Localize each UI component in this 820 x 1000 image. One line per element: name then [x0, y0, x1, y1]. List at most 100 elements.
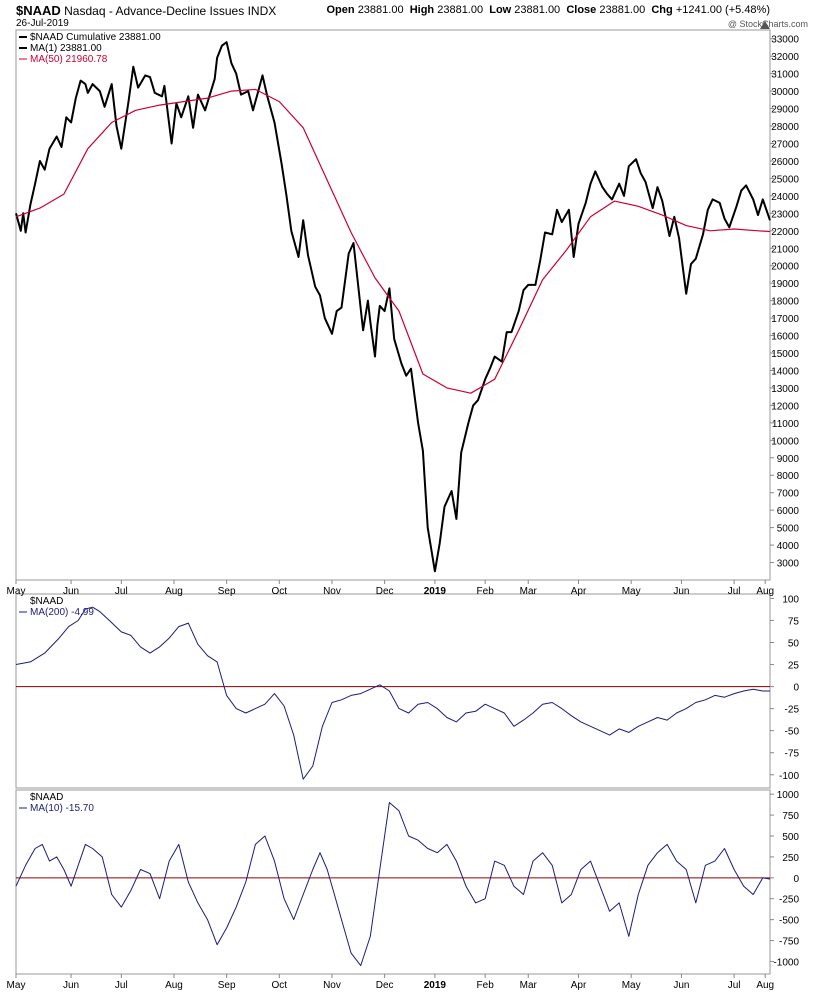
x-tick-label: Jul	[728, 586, 741, 597]
y-tick-label: 11000	[772, 419, 800, 430]
legend-entry: MA(10) -15.70	[30, 803, 94, 814]
legend-entry: MA(50) 21960.78	[30, 54, 108, 65]
x-tick-label: Jun	[63, 980, 79, 991]
series-line--naad-cumulative	[15, 41, 771, 573]
y-tick-label: 9000	[777, 454, 800, 465]
panel-frame	[15, 29, 771, 581]
y-tick-label: 750	[782, 811, 799, 822]
x-tick-label: Mar	[520, 586, 538, 597]
legend-entry: $NAAD	[30, 596, 63, 607]
y-tick-label: 26000	[771, 157, 799, 168]
y-tick-label: 30000	[771, 87, 799, 98]
x-tick-label: Aug	[756, 980, 774, 991]
x-tick-label: 2019	[424, 980, 447, 991]
panel-main: 3000 4000 5000 6000 7000 8000 9000 10000 11000 12…	[15, 29, 800, 581]
y-tick-label: 23000	[771, 209, 799, 220]
y-tick-label: 100	[782, 594, 799, 605]
y-tick-label: 21000	[771, 244, 799, 255]
y-tick-label: 1000	[777, 790, 800, 801]
y-tick-label: 5000	[777, 524, 800, 535]
y-tick-label: 25000	[771, 174, 799, 185]
open-value: 23881.00	[357, 4, 404, 16]
x-tick-label: Sep	[218, 980, 236, 991]
up-triangle-icon	[760, 21, 770, 29]
panel-ma10: -1000 -750 -500 -250 0 250 500 750 1000 $NAADMA(1…	[15, 789, 800, 975]
x-tick-label: Mar	[520, 980, 538, 991]
x-tick-label: Jul	[115, 586, 128, 597]
legend-entry: MA(1) 23881.00	[30, 43, 102, 54]
y-tick-label: 7000	[777, 489, 800, 500]
legend-entry: MA(200) -4.99	[30, 607, 94, 618]
y-tick-label: -500	[779, 916, 799, 927]
high-value: 23881.00	[437, 4, 484, 16]
y-tick-label: 20000	[771, 262, 799, 273]
panel-frame	[15, 593, 771, 789]
y-tick-label: 500	[782, 832, 799, 843]
title-line: $NAAD Nasdaq - Advance-Decline Issues IN…	[16, 3, 276, 18]
series-line-ma-50-	[15, 88, 771, 394]
x-tick-label: Jun	[673, 980, 689, 991]
y-tick-label: -1000	[773, 957, 799, 968]
y-tick-label: 12000	[771, 401, 799, 412]
x-tick-label: Sep	[218, 586, 236, 597]
y-tick-label: 4000	[777, 541, 800, 552]
watermark: @ StockCharts.com	[727, 19, 808, 29]
y-tick-label: 17000	[771, 314, 799, 325]
y-tick-label: 250	[782, 853, 799, 864]
y-tick-label: 10000	[771, 436, 799, 447]
x-tick-label: Jul	[115, 980, 128, 991]
security-name: Nasdaq - Advance-Decline Issues	[64, 4, 245, 18]
y-tick-label: 16000	[771, 332, 799, 343]
y-tick-label: 75	[788, 616, 800, 627]
exchange: INDX	[247, 4, 277, 18]
y-tick-label: 24000	[771, 192, 799, 203]
y-tick-label: 0	[793, 874, 799, 885]
chart-header: $NAAD Nasdaq - Advance-Decline Issues IN…	[16, 2, 816, 29]
y-tick-label: 25	[788, 661, 800, 672]
y-tick-label: 32000	[771, 52, 799, 63]
x-axis-bottom: May Jun Jul Aug Sep Oct Nov Dec 2019 Feb Mar Apr May…	[7, 974, 774, 991]
x-tick-label: Dec	[376, 586, 394, 597]
y-tick-label: 27000	[771, 139, 799, 150]
low-label: Low	[489, 4, 512, 16]
x-tick-label: Feb	[477, 586, 495, 597]
legend-entry: $NAAD	[30, 792, 63, 803]
series-line-ma-200-	[15, 606, 770, 780]
y-tick-label: 13000	[771, 384, 799, 395]
y-tick-label: -25	[785, 705, 800, 716]
y-tick-label: 28000	[771, 122, 799, 133]
close-value: 23881.00	[599, 4, 646, 16]
x-tick-label: Oct	[272, 586, 288, 597]
x-tick-label: Nov	[323, 586, 341, 597]
y-tick-label: 0	[793, 683, 799, 694]
series-line-ma-10-	[15, 802, 771, 967]
x-tick-label: May	[7, 980, 26, 991]
y-tick-label: 29000	[771, 105, 799, 116]
y-tick-label: 31000	[771, 70, 799, 81]
ohlc-readout: Open 23881.00 High 23881.00 Low 23881.00…	[327, 4, 771, 16]
y-tick-label: 8000	[777, 471, 800, 482]
x-tick-label: May	[7, 586, 26, 597]
legend-entry: $NAAD Cumulative 23881.00	[30, 32, 161, 43]
y-tick-label: 19000	[771, 279, 799, 290]
symbol: $NAAD	[16, 3, 61, 18]
y-tick-label: -250	[779, 895, 799, 906]
chart-date: 26-Jul-2019	[16, 18, 69, 29]
x-tick-label: Oct	[272, 980, 288, 991]
chg-value: +1241.00 (+5.48%)	[675, 4, 770, 16]
x-tick-label: Nov	[323, 980, 341, 991]
y-tick-label: -75	[785, 749, 800, 760]
y-tick-label: 14000	[771, 366, 799, 377]
y-tick-label: -50	[785, 727, 800, 738]
high-label: High	[409, 4, 435, 16]
x-tick-label: Feb	[477, 980, 495, 991]
y-tick-label: 3000	[777, 559, 800, 570]
close-label: Close	[566, 4, 597, 16]
panel-frame	[15, 789, 771, 975]
y-tick-label: 33000	[771, 35, 799, 46]
x-axis-main: May Jun Jul Aug Sep Oct Nov Dec 2019 Feb Mar Apr May…	[7, 580, 774, 597]
